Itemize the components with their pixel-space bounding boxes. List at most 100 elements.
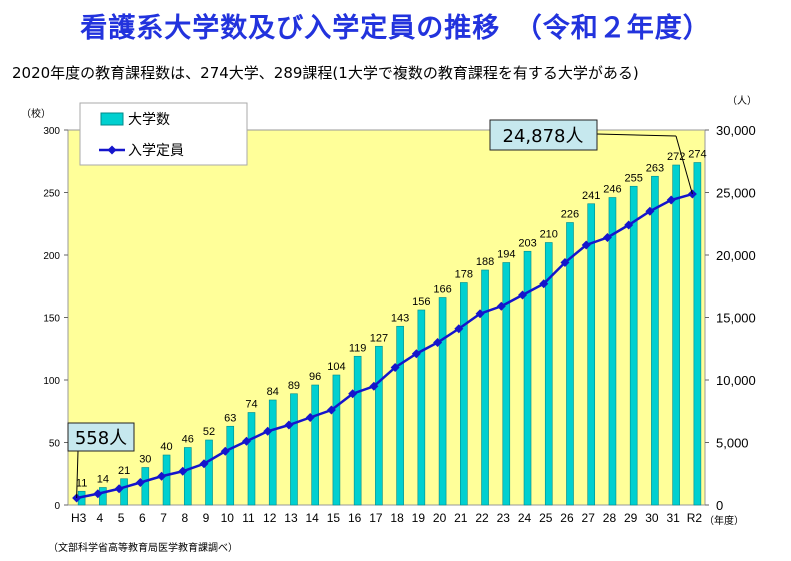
line-point (433, 338, 443, 347)
x-tick-label: 31 (666, 511, 680, 525)
right-tick-label: 0 (716, 498, 723, 513)
bar (311, 384, 319, 506)
line-point (284, 420, 294, 430)
bar-label: 255 (625, 172, 643, 184)
line-point (326, 405, 336, 415)
x-tick-label: 20 (433, 511, 447, 525)
bar (396, 325, 404, 506)
bar-label: 156 (412, 296, 430, 308)
line-point (135, 478, 145, 487)
x-tick-label: 22 (475, 511, 489, 525)
callout-label: 24,878人 (503, 126, 584, 147)
left-tick-label: 200 (43, 251, 60, 262)
line-point (666, 195, 676, 205)
left-tick-label: 100 (43, 376, 60, 387)
line-point (114, 484, 124, 494)
bar-label: 11 (76, 477, 87, 489)
x-tick-label: 24 (518, 511, 532, 525)
bar-label: 46 (182, 434, 194, 446)
x-tick-label: 18 (390, 511, 404, 525)
bar-label: 274 (688, 149, 706, 161)
right-tick-label: 10,000 (716, 373, 756, 388)
right-axis: 0 5,000 10,000 15,000 20,000 25,000 30,000 （人） (705, 95, 757, 513)
bar-label: 119 (349, 342, 367, 354)
x-tick-label: 11 (242, 511, 255, 525)
left-tick-label: 0 (54, 501, 60, 512)
bar-value-labels: 11 14213040465263748489961041191271431561… (76, 149, 707, 490)
bar (693, 162, 702, 506)
line-point (496, 301, 506, 311)
bar-label: 246 (603, 184, 621, 196)
x-tick-label: 4 (97, 511, 104, 525)
bar-label: 96 (309, 371, 321, 383)
line-point (475, 309, 485, 319)
bar (268, 399, 277, 506)
x-tick-label: R2 (687, 511, 703, 525)
x-tick-label: H3 (71, 511, 87, 525)
bar-label: 210 (540, 229, 558, 241)
line-point (411, 349, 421, 359)
bar (353, 355, 362, 506)
bar (460, 282, 468, 506)
right-tick-label: 5,000 (716, 436, 749, 451)
bar (417, 309, 426, 506)
bar (608, 197, 617, 506)
bar-label: 104 (327, 361, 345, 373)
bar (587, 203, 596, 506)
x-tick-label: 10 (221, 511, 235, 525)
callout-box (489, 119, 598, 151)
x-tick-label: 25 (539, 511, 553, 525)
left-tick-label: 150 (43, 314, 60, 325)
bar (226, 425, 235, 506)
bar-label: 14 (97, 474, 109, 486)
x-tick-label: 12 (263, 511, 277, 525)
bar-label: 89 (288, 380, 300, 392)
bar-label: 30 (139, 454, 151, 466)
line-series (72, 189, 697, 503)
right-tick-label: 15,000 (716, 311, 756, 326)
page-title: 看護系大学数及び入学定員の推移 （令和２年度） (80, 13, 711, 44)
line-point (241, 436, 251, 446)
callout-label: 558人 (75, 428, 127, 449)
legend-swatch-bar (100, 112, 124, 126)
bar-label: 272 (667, 151, 685, 163)
x-tick-label: 8 (181, 511, 188, 525)
left-axis: 0 50 100 150 200 250 300 （校） (21, 107, 68, 512)
line-point (560, 258, 570, 267)
bar-label: 166 (433, 284, 451, 296)
callout-leader (675, 135, 693, 195)
bar (162, 454, 171, 506)
x-tick-label: 16 (348, 511, 362, 525)
x-tick-label: 14 (306, 511, 320, 525)
x-tick-label: 21 (454, 511, 468, 525)
bar-label: 127 (370, 332, 388, 344)
legend-label-line: 入学定員 (128, 143, 184, 159)
line-point (348, 389, 358, 399)
x-tick-label: 5 (118, 511, 125, 525)
bar (672, 164, 680, 506)
right-tick-label: 30,000 (716, 123, 756, 138)
bar (183, 447, 192, 506)
bar-label: 203 (518, 237, 536, 249)
bar-label: 52 (203, 426, 215, 438)
left-tick-label: 250 (43, 189, 60, 200)
legend-label-bar: 大学数 (128, 112, 170, 128)
x-tick-label: 26 (560, 511, 574, 525)
callout-box (67, 422, 135, 452)
bar (438, 297, 447, 506)
bar (502, 262, 511, 506)
bar (290, 393, 298, 506)
line-point (390, 363, 400, 372)
x-tick-label: 6 (139, 511, 146, 525)
bar-label: 84 (267, 386, 279, 398)
bar-label: 74 (245, 399, 257, 411)
bar-label: 40 (160, 441, 172, 453)
left-tick-label: 50 (49, 439, 61, 450)
bar-series (77, 162, 702, 506)
x-tick-label: 28 (603, 511, 617, 525)
x-tick-label: 17 (369, 511, 383, 525)
line-point (518, 290, 528, 300)
x-axis-unit: （年度） (704, 514, 744, 527)
